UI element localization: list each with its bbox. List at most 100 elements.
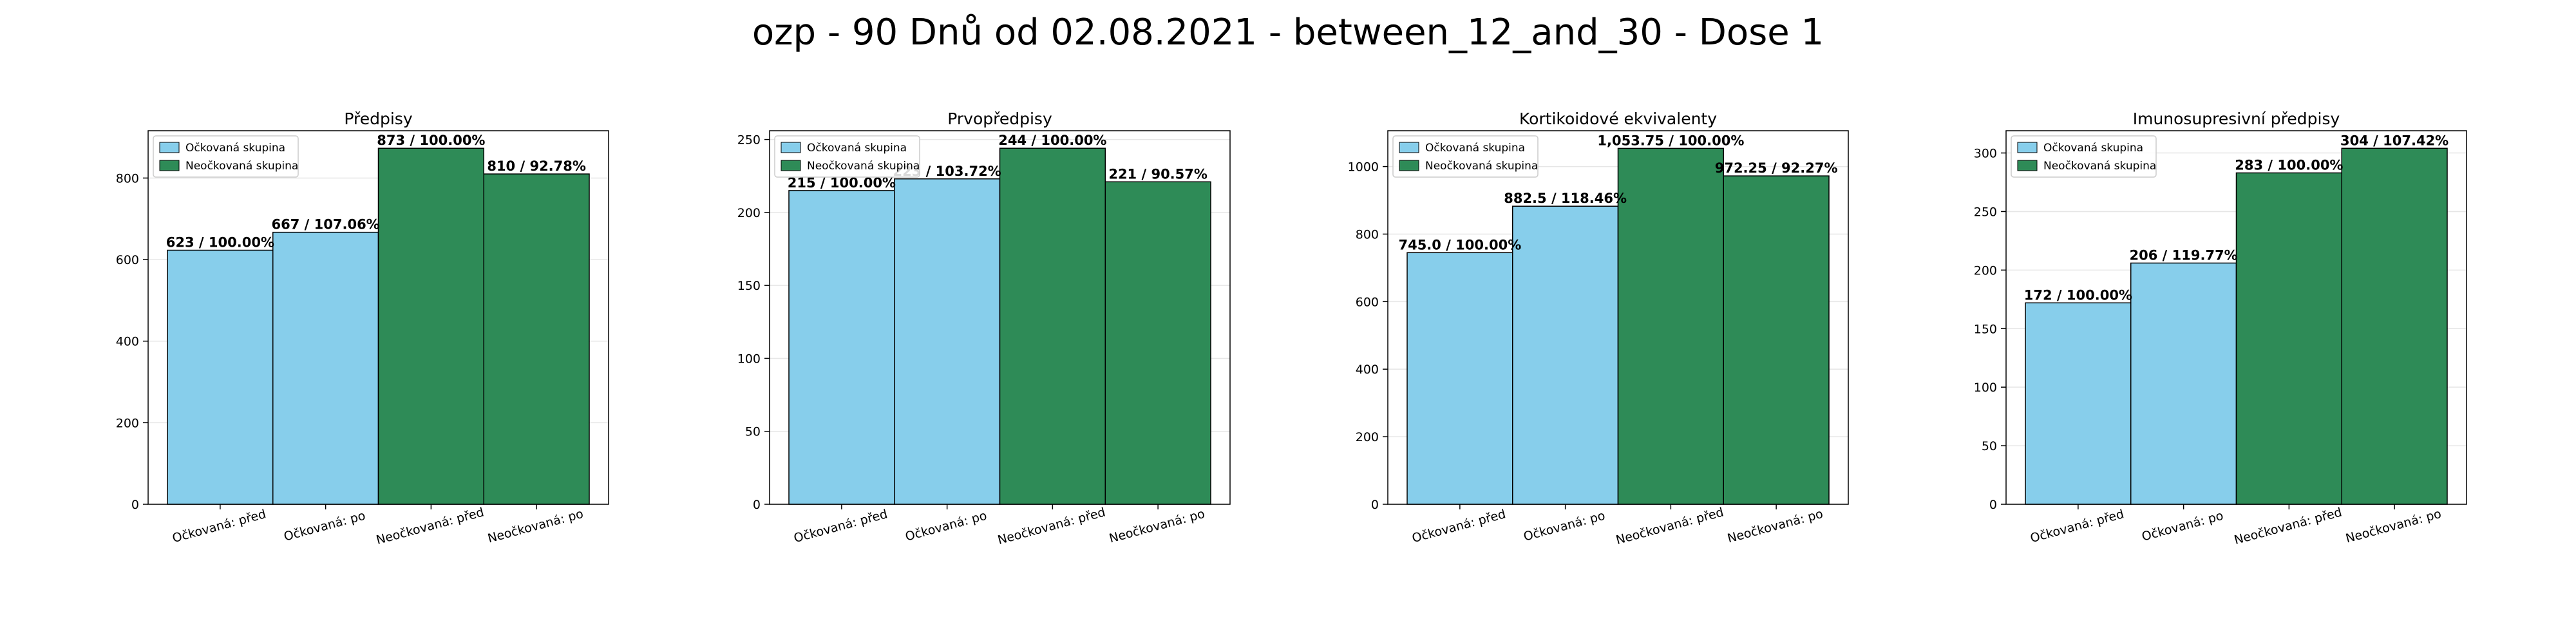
bar-value-label: 745.0 / 100.00% (1398, 237, 1521, 252)
chart-title: Prvopředpisy (947, 109, 1052, 128)
x-tick-label: Očkovaná: po (904, 509, 988, 544)
bar-neockovana-pred (1617, 147, 1724, 505)
x-tick-label: Neočkovaná: po (1108, 507, 1206, 546)
legend-swatch (1399, 142, 1419, 153)
bar-ockovana-po (272, 231, 379, 505)
plot-area: Kortikoidové ekvivalenty 0 200 400 600 800 100… (1348, 109, 1849, 547)
legend-entry: Očkovaná skupina (807, 142, 907, 155)
x-tick-label: Neočkovaná: po (1726, 507, 1824, 546)
bar-value-label: 172 / 100.00% (2024, 287, 2132, 303)
y-tick-label: 0 (1989, 498, 1997, 512)
bar-neockovana-pred (2235, 172, 2342, 505)
x-tick-label: Očkovaná: před (171, 507, 267, 545)
bar-value-label: 810 / 92.78% (487, 158, 586, 174)
chart-title: Předpisy (344, 109, 412, 128)
legend-swatch (2017, 160, 2038, 171)
legend-swatch (1399, 160, 1419, 171)
bar-value-label: 873 / 100.00% (377, 133, 485, 148)
legend: Očkovaná skupina Neočkovaná skupina (153, 135, 299, 178)
x-tick-label: Očkovaná: po (282, 509, 366, 544)
y-tick-label: 400 (1356, 363, 1379, 377)
bar-value-label: 304 / 107.42% (2340, 133, 2448, 148)
y-tick-label: 250 (737, 133, 761, 147)
bar-ockovana-pred (2025, 302, 2132, 505)
x-tick-label: Neočkovaná: po (486, 507, 585, 546)
legend-entry: Očkovaná skupina (185, 142, 285, 155)
y-tick-label: 250 (1974, 205, 1997, 219)
y-tick-label: 600 (1356, 295, 1379, 309)
y-tick-label: 150 (1974, 322, 1997, 336)
y-tick-label: 0 (753, 498, 761, 512)
bar-neockovana-po (1104, 181, 1211, 505)
bar-neockovana-po (2341, 147, 2448, 505)
bar-neockovana-pred (377, 147, 484, 505)
legend-swatch (781, 160, 801, 171)
bar-neockovana-po (483, 173, 590, 505)
x-tick-label: Neočkovaná: po (2344, 507, 2443, 546)
chart-predpisy: Předpisy 0 200 400 600 800 623 / 100.00% 667 / … (116, 109, 609, 547)
bar-value-label: 221 / 90.57% (1108, 166, 1208, 182)
x-tick-label: Očkovaná: před (2029, 507, 2125, 545)
y-tick-label: 300 (1974, 147, 1997, 161)
y-tick-label: 100 (1974, 381, 1997, 395)
plot-area: Imunosupresivní předpisy 0 50 100 150 200 250 3… (1974, 109, 2467, 547)
x-tick-label: Neočkovaná: před (375, 505, 486, 547)
bar-value-label: 283 / 100.00% (2235, 157, 2343, 173)
y-tick-label: 50 (745, 425, 761, 439)
bar-ockovana-po (1512, 205, 1619, 505)
legend-box (774, 135, 920, 178)
legend-swatch (2017, 142, 2038, 153)
x-tick-label: Očkovaná: před (792, 507, 889, 545)
bar-neockovana-pred (999, 147, 1106, 505)
y-tick-label: 0 (131, 498, 139, 512)
axes-frame (147, 130, 609, 505)
y-tick-label: 0 (1371, 498, 1379, 512)
axes-frame (2005, 130, 2467, 505)
x-tick-label: Očkovaná: po (2140, 509, 2224, 544)
y-tick-label: 200 (1974, 263, 1997, 278)
bar-value-label: 1,053.75 / 100.00% (1597, 133, 1744, 148)
legend-entry: Neočkovaná skupina (185, 160, 298, 173)
legend-swatch (781, 142, 801, 153)
y-tick-label: 1000 (1348, 160, 1379, 175)
bar-value-label: 206 / 119.77% (2130, 247, 2238, 263)
y-tick-label: 800 (1356, 227, 1379, 242)
legend-box (2011, 135, 2157, 178)
y-tick-label: 200 (737, 206, 761, 220)
y-tick-label: 100 (737, 352, 761, 366)
chart-kortikoidove-ekvivalenty: Kortikoidové ekvivalenty 0 200 400 600 800 100… (1348, 109, 1849, 547)
x-tick-label: Očkovaná: po (1522, 509, 1606, 544)
legend-entry: Neočkovaná skupina (1425, 160, 1538, 173)
legend-entry: Neočkovaná skupina (2043, 160, 2156, 173)
bar-ockovana-po (894, 178, 1001, 505)
x-tick-label: Očkovaná: před (1410, 507, 1507, 545)
y-tick-label: 150 (737, 279, 761, 293)
legend-entry: Očkovaná skupina (2043, 142, 2143, 155)
y-tick-label: 200 (1356, 430, 1379, 444)
bar-ockovana-pred (1406, 252, 1513, 505)
bar-value-label: 623 / 100.00% (166, 235, 274, 251)
x-tick-label: Neočkovaná: před (1615, 505, 1725, 547)
chart-imunosupresivni-predpisy: Imunosupresivní předpisy 0 50 100 150 200 250 3… (1974, 109, 2467, 547)
bar-ockovana-po (2130, 262, 2237, 505)
x-tick-label: Neočkovaná: před (996, 505, 1107, 547)
chart-title: Imunosupresivní předpisy (2133, 109, 2340, 128)
legend-box (1392, 135, 1539, 178)
legend-swatch (159, 142, 180, 153)
y-tick-label: 800 (116, 171, 139, 185)
y-tick-label: 200 (116, 416, 139, 430)
bar-value-label: 972.25 / 92.27% (1715, 160, 1838, 176)
figure-title: ozp - 90 Dnů od 02.08.2021 - between_12_… (752, 12, 1824, 53)
plot-area: Předpisy 0 200 400 600 800 623 / 100.00% 667 / … (116, 109, 609, 547)
legend-swatch (159, 160, 180, 171)
plot-area: Prvopředpisy 0 50 100 150 200 250 215 / 100.00%… (737, 109, 1231, 547)
x-tick-label: Neočkovaná: před (2233, 505, 2344, 547)
bar-ockovana-pred (167, 249, 274, 505)
chart-prvopredpisy: Prvopředpisy 0 50 100 150 200 250 215 / 100.00%… (737, 109, 1231, 547)
chart-title: Kortikoidové ekvivalenty (1519, 109, 1717, 128)
bar-value-label: 667 / 107.06% (272, 217, 380, 232)
y-tick-label: 600 (116, 253, 139, 267)
legend: Očkovaná skupina Neočkovaná skupina (1392, 135, 1539, 178)
bar-ockovana-pred (788, 190, 895, 505)
y-tick-label: 50 (1982, 439, 1997, 453)
